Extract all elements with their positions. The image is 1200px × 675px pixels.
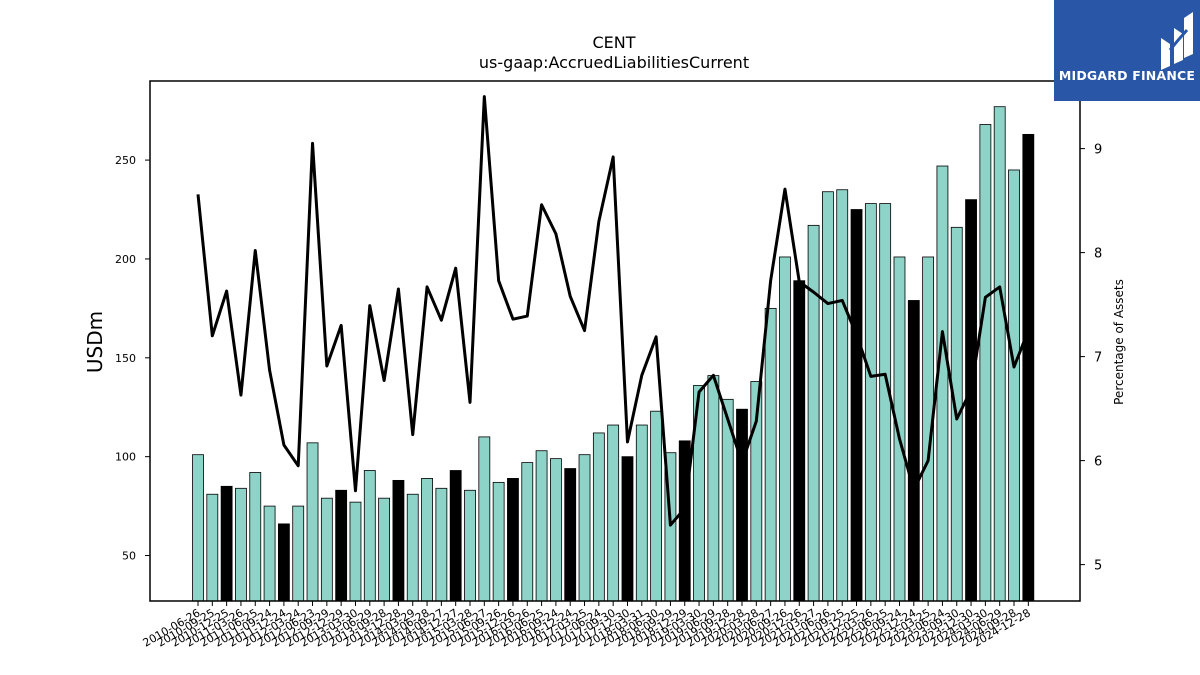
bar [349, 501, 362, 602]
bar [979, 124, 992, 602]
bar [363, 470, 376, 602]
bar [707, 375, 720, 602]
bar [564, 468, 577, 602]
y-tick-label: 250 [115, 154, 136, 167]
bar [449, 470, 462, 602]
bar [263, 505, 276, 602]
bar [822, 191, 834, 602]
bar [1022, 133, 1035, 602]
bar [907, 300, 920, 602]
bar [635, 424, 648, 602]
y-tick-label: 200 [115, 253, 136, 266]
bar [335, 489, 348, 602]
y-tick-label: 100 [115, 451, 136, 464]
bar [478, 436, 491, 602]
brand-logo: MIDGARD FINANCE [1054, 0, 1200, 101]
bar [936, 165, 949, 602]
y2-tick-label: 8 [1094, 247, 1102, 262]
bar [879, 203, 892, 602]
brand-name: MIDGARD FINANCE [1058, 68, 1196, 83]
bar [621, 456, 634, 602]
bar [235, 487, 247, 602]
y-tick-label: 150 [115, 352, 136, 365]
bar [793, 280, 806, 602]
bar [850, 209, 863, 602]
bar [893, 256, 906, 602]
y2-tick-label: 5 [1094, 559, 1102, 574]
bar [864, 203, 877, 602]
bar [550, 458, 562, 602]
bar [392, 479, 405, 602]
y2-tick-label: 6 [1094, 455, 1102, 470]
bar [807, 224, 820, 602]
bar [578, 454, 591, 602]
bar [421, 478, 433, 602]
bar [220, 485, 233, 602]
bar [292, 505, 305, 602]
y2-axis-label: Percentage of Assets [1112, 279, 1126, 405]
bar [435, 487, 448, 602]
percentage-line [196, 95, 1030, 527]
midgard-logo-icon [1161, 12, 1193, 70]
chart-title: CENT [592, 33, 635, 52]
bar [521, 462, 534, 602]
y-axis-label: USDm [83, 311, 107, 373]
bar [192, 454, 204, 602]
y-tick-label: 50 [122, 550, 136, 563]
bar [306, 442, 319, 602]
plot-frame [149, 80, 1081, 602]
bar [406, 493, 419, 602]
x-axis: 2010-06-262010-09-252010-12-252011-03-26… [141, 601, 1033, 650]
bar [607, 424, 620, 602]
bar [592, 432, 605, 602]
bar [993, 106, 1006, 602]
bar [535, 450, 548, 602]
bar [206, 493, 219, 602]
y2-axis: 5 6 7 8 9 [1080, 143, 1102, 574]
bar [836, 189, 849, 602]
y2-tick-label: 7 [1094, 351, 1102, 366]
y2-tick-label: 9 [1094, 143, 1102, 158]
bar-series [192, 106, 1035, 602]
bar [492, 481, 505, 602]
bar [320, 497, 333, 602]
bar [764, 307, 777, 602]
bar [277, 523, 290, 602]
bar [779, 256, 791, 602]
bar [249, 472, 262, 602]
bar [736, 408, 748, 602]
bar [1008, 169, 1020, 602]
bar [507, 478, 519, 602]
bar [464, 489, 476, 602]
bar [650, 410, 663, 602]
y-axis: 50 100 150 200 250 [115, 154, 150, 563]
chart-subtitle: us-gaap:AccruedLiabilitiesCurrent [479, 53, 749, 72]
bar [378, 497, 391, 602]
